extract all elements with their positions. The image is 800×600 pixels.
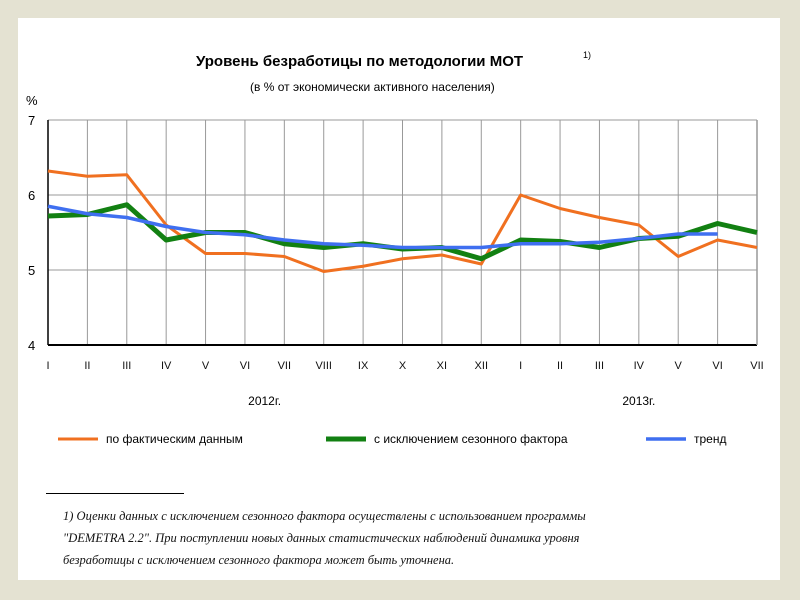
footnote-divider xyxy=(46,493,184,494)
y-tick-label: 6 xyxy=(28,188,35,203)
x-tick-label: IV xyxy=(161,360,172,372)
x-tick-label: VI xyxy=(240,360,250,372)
x-tick-label: III xyxy=(122,360,131,372)
legend-label: тренд xyxy=(694,432,726,446)
series-line-3 xyxy=(47,204,718,250)
footnote-line: "DEMETRA 2.2". При поступлении новых дан… xyxy=(63,531,580,545)
x-tick-label: VI xyxy=(712,360,722,372)
x-tick-label: V xyxy=(675,360,683,372)
year-label: 2013г. xyxy=(622,394,655,408)
y-tick-label: 7 xyxy=(28,113,35,128)
footnote: 1) Оценки данных с исключением сезонного… xyxy=(63,505,759,571)
x-tick-label: VII xyxy=(750,360,763,372)
x-tick-label: II xyxy=(557,360,563,372)
x-tick-label: XI xyxy=(437,360,447,372)
y-tick-label: 4 xyxy=(28,338,35,353)
chart-subtitle: (в % от экономически активного населения… xyxy=(250,80,495,94)
x-tick-label: X xyxy=(399,360,407,372)
y-tick-label: 5 xyxy=(28,263,35,278)
x-tick-label: V xyxy=(202,360,210,372)
legend-label: с исключением сезонного фактора xyxy=(374,432,568,446)
chart-title-footnote-mark: 1) xyxy=(583,50,591,60)
x-tick-label: III xyxy=(595,360,604,372)
year-label: 2012г. xyxy=(248,394,281,408)
x-tick-label: I xyxy=(519,360,522,372)
x-tick-label: II xyxy=(84,360,90,372)
footnote-line: 1) Оценки данных с исключением сезонного… xyxy=(63,509,586,523)
x-tick-label: VIII xyxy=(315,360,332,372)
x-tick-label: VII xyxy=(278,360,291,372)
x-tick-label: I xyxy=(46,360,49,372)
legend-label: по фактическим данным xyxy=(106,432,243,446)
x-tick-label: XII xyxy=(475,360,488,372)
footnote-line: безработицы с исключением сезонного факт… xyxy=(63,553,455,567)
y-axis-label: % xyxy=(26,93,38,108)
x-tick-label: IX xyxy=(358,360,369,372)
chart-title: Уровень безработицы по методологии МОТ xyxy=(196,53,523,70)
x-tick-label: IV xyxy=(634,360,645,372)
slide: Уровень безработицы по методологии МОТ 1… xyxy=(18,18,780,580)
unemployment-chart: Уровень безработицы по методологии МОТ 1… xyxy=(26,50,764,446)
